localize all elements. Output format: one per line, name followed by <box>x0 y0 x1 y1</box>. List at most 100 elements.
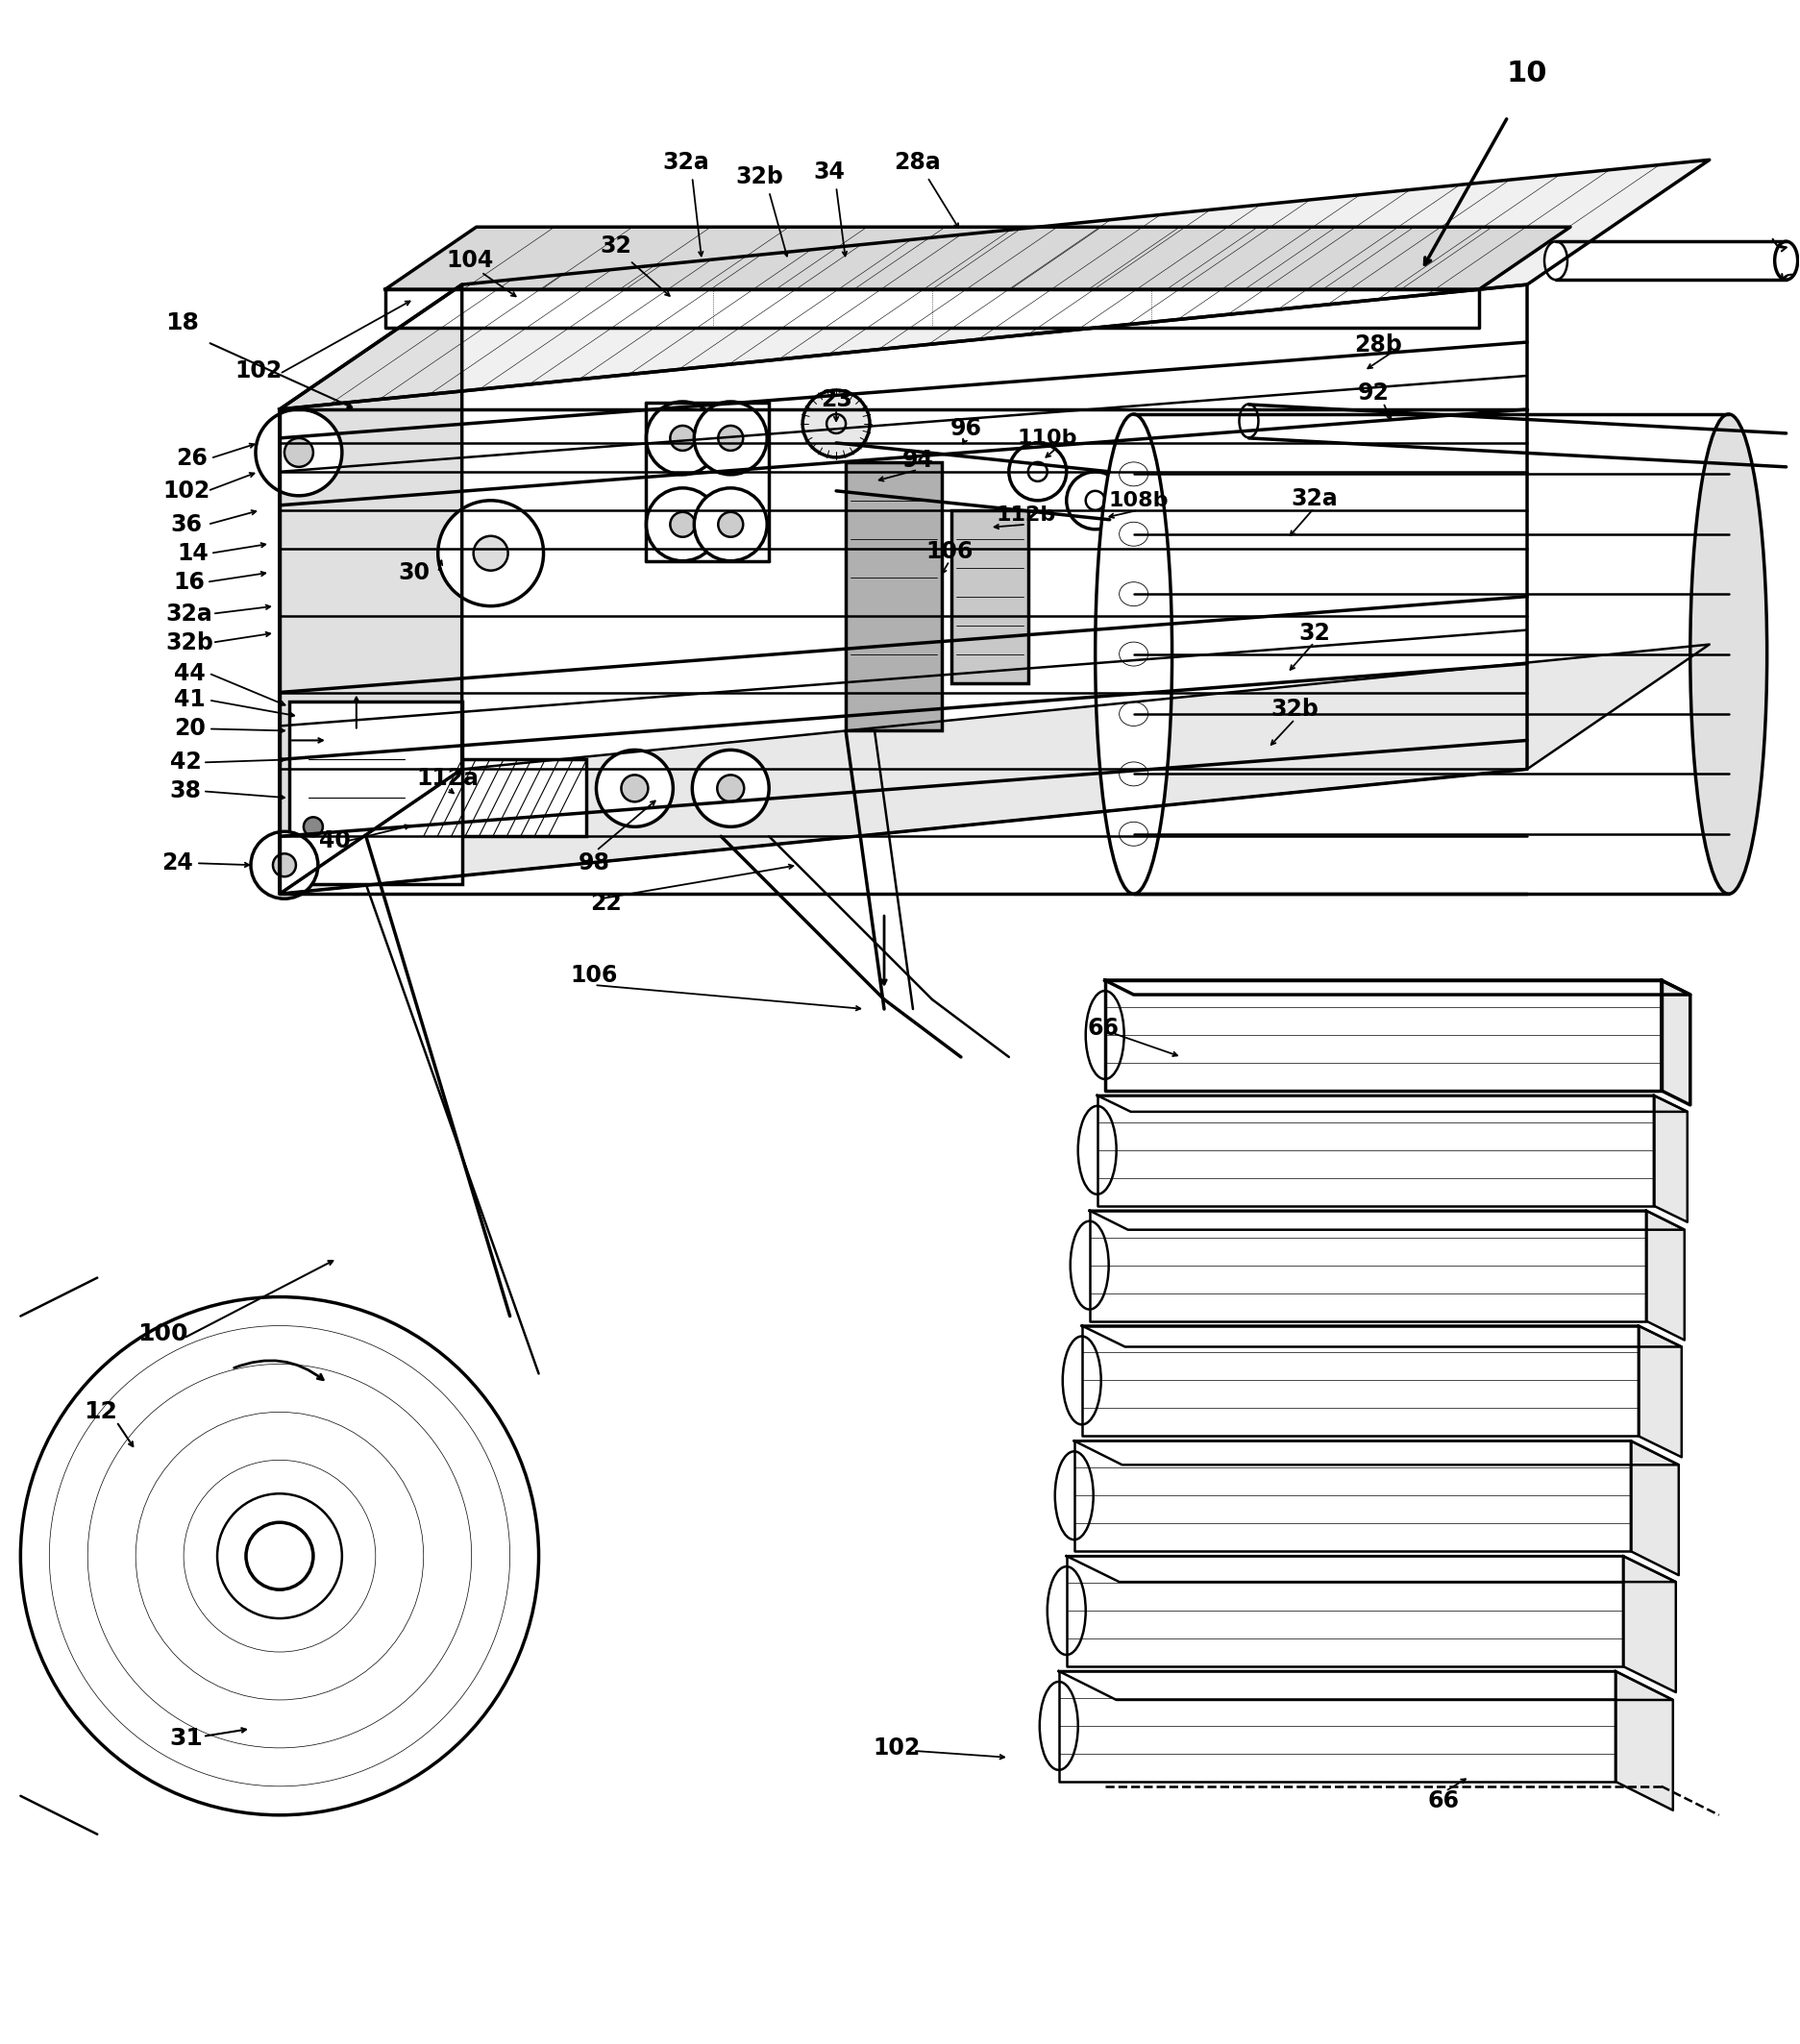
Polygon shape <box>1058 1672 1672 1701</box>
Text: 110b: 110b <box>1017 429 1078 448</box>
Text: 34: 34 <box>814 161 846 184</box>
Bar <box>846 462 941 732</box>
Text: 32a: 32a <box>1291 486 1337 511</box>
Bar <box>952 511 1028 683</box>
Circle shape <box>670 425 695 450</box>
Polygon shape <box>1075 1441 1631 1551</box>
Ellipse shape <box>1775 241 1798 280</box>
Text: 14: 14 <box>178 542 209 564</box>
Circle shape <box>646 403 720 474</box>
Circle shape <box>250 832 319 899</box>
Text: 12: 12 <box>83 1400 117 1423</box>
Ellipse shape <box>20 1296 538 1815</box>
Circle shape <box>274 854 295 877</box>
Ellipse shape <box>1078 1106 1116 1194</box>
Circle shape <box>695 403 767 474</box>
Text: 94: 94 <box>902 448 934 472</box>
Ellipse shape <box>1040 1682 1078 1770</box>
Polygon shape <box>1066 1555 1624 1666</box>
Ellipse shape <box>1544 241 1568 280</box>
Polygon shape <box>1082 1327 1638 1437</box>
Text: 102: 102 <box>234 360 283 382</box>
Text: 28b: 28b <box>1354 333 1402 356</box>
Text: 24: 24 <box>162 852 193 875</box>
Text: 10: 10 <box>1507 59 1548 88</box>
Circle shape <box>803 390 869 458</box>
Text: 16: 16 <box>173 570 205 593</box>
Polygon shape <box>1089 1210 1685 1230</box>
Polygon shape <box>1615 1672 1672 1811</box>
Polygon shape <box>385 290 1480 327</box>
Text: 32a: 32a <box>166 603 212 625</box>
Ellipse shape <box>1094 415 1172 893</box>
Text: 26: 26 <box>176 448 207 470</box>
Text: 66: 66 <box>1087 1016 1120 1040</box>
Polygon shape <box>1075 1441 1679 1466</box>
Text: 32b: 32b <box>736 166 783 188</box>
Polygon shape <box>1089 1210 1645 1320</box>
Circle shape <box>304 818 322 836</box>
Ellipse shape <box>1071 1220 1109 1310</box>
FancyBboxPatch shape <box>290 701 463 885</box>
Text: 106: 106 <box>571 965 617 987</box>
Circle shape <box>718 511 743 538</box>
Circle shape <box>695 489 767 560</box>
Text: 98: 98 <box>578 852 610 875</box>
Polygon shape <box>279 644 1710 893</box>
Ellipse shape <box>1048 1566 1085 1656</box>
Polygon shape <box>1645 1210 1685 1341</box>
Ellipse shape <box>1085 991 1123 1079</box>
Ellipse shape <box>1055 1451 1093 1539</box>
Polygon shape <box>279 284 463 893</box>
Circle shape <box>646 489 720 560</box>
Polygon shape <box>1661 981 1690 1106</box>
Ellipse shape <box>1690 415 1768 893</box>
Text: 106: 106 <box>925 540 974 562</box>
Circle shape <box>284 437 313 466</box>
Text: 112a: 112a <box>416 766 479 791</box>
Circle shape <box>621 775 648 801</box>
Text: 32: 32 <box>1298 621 1330 644</box>
Text: 42: 42 <box>169 750 202 775</box>
Text: 36: 36 <box>171 513 202 536</box>
Text: 23: 23 <box>821 388 851 411</box>
Circle shape <box>256 409 342 497</box>
Text: 96: 96 <box>950 417 981 439</box>
Polygon shape <box>1105 981 1690 995</box>
Text: 30: 30 <box>398 560 430 585</box>
Circle shape <box>718 425 743 450</box>
Text: 44: 44 <box>173 662 205 685</box>
Circle shape <box>716 775 743 801</box>
Polygon shape <box>1105 981 1661 1091</box>
Text: 22: 22 <box>590 891 621 916</box>
Polygon shape <box>1098 1096 1654 1206</box>
Bar <box>463 760 587 836</box>
Text: 102: 102 <box>873 1735 920 1760</box>
Polygon shape <box>1638 1327 1681 1457</box>
Text: 112b: 112b <box>995 505 1057 525</box>
Polygon shape <box>1631 1441 1679 1576</box>
Polygon shape <box>1082 1327 1681 1347</box>
Text: 104: 104 <box>446 249 493 272</box>
Text: 32a: 32a <box>662 151 709 174</box>
Circle shape <box>1010 444 1066 501</box>
Circle shape <box>1066 472 1123 529</box>
Text: 40: 40 <box>319 830 351 852</box>
Text: 108b: 108b <box>1109 491 1168 511</box>
Circle shape <box>437 501 544 605</box>
Circle shape <box>473 536 508 570</box>
Polygon shape <box>279 159 1710 409</box>
Text: 92: 92 <box>1357 382 1390 405</box>
Polygon shape <box>1066 1555 1676 1582</box>
Text: 20: 20 <box>173 717 205 740</box>
Text: 32: 32 <box>599 235 632 258</box>
Text: 102: 102 <box>162 480 211 503</box>
Polygon shape <box>1654 1096 1687 1222</box>
Ellipse shape <box>1238 405 1258 437</box>
Polygon shape <box>1098 1096 1687 1112</box>
Text: 31: 31 <box>169 1727 203 1750</box>
Text: 32b: 32b <box>166 632 214 654</box>
Text: 28a: 28a <box>895 151 941 174</box>
Polygon shape <box>1624 1555 1676 1692</box>
Text: 38: 38 <box>169 779 202 803</box>
